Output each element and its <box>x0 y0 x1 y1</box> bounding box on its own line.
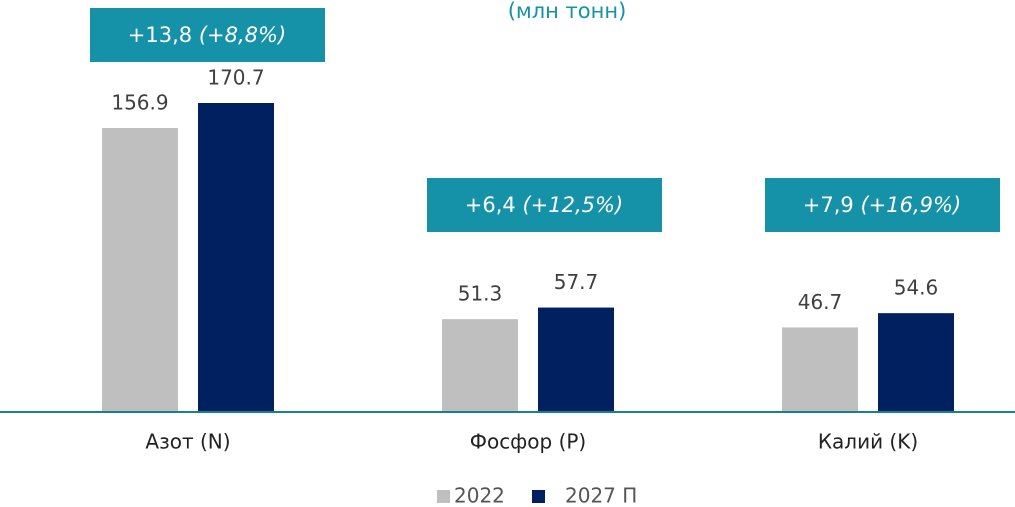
bar <box>878 313 954 412</box>
annotation-box <box>765 178 1000 232</box>
bar <box>782 327 858 412</box>
annotation: +13,8 (+8,8%) <box>128 23 286 47</box>
bar <box>442 319 518 412</box>
bar <box>198 103 274 412</box>
annotation-value: +6,4 <box>465 193 516 217</box>
value-label: 57.7 <box>554 270 599 294</box>
legend-swatch <box>437 490 450 503</box>
annotation-percent: (+12,5%) <box>522 193 623 217</box>
annotation-value: +7,9 <box>803 193 854 217</box>
annotation: +7,9 (+16,9%) <box>803 193 961 217</box>
annotation-percent: (+16,9%) <box>860 193 961 217</box>
value-label: 46.7 <box>798 290 843 314</box>
value-label: 54.6 <box>894 276 939 300</box>
value-label: 51.3 <box>458 282 503 306</box>
legend-swatch <box>532 490 545 503</box>
value-label: 170.7 <box>207 66 264 90</box>
annotation-value: +13,8 <box>128 23 192 47</box>
annotation-box <box>427 178 662 232</box>
annotation-percent: (+8,8%) <box>199 23 286 47</box>
legend-label: 2027 П <box>565 484 637 507</box>
x-tick-label: Калий (K) <box>818 430 918 454</box>
legend-label: 2022 <box>454 484 505 507</box>
x-tick-label: Фосфор (P) <box>470 430 587 454</box>
x-tick-label: Азот (N) <box>145 430 230 454</box>
annotation-box <box>90 8 325 62</box>
annotation: +6,4 (+12,5%) <box>465 193 623 217</box>
bar <box>102 127 178 413</box>
bar <box>538 307 614 412</box>
value-label: 156.9 <box>111 90 168 114</box>
chart-subtitle: (млн тонн) <box>508 0 627 23</box>
